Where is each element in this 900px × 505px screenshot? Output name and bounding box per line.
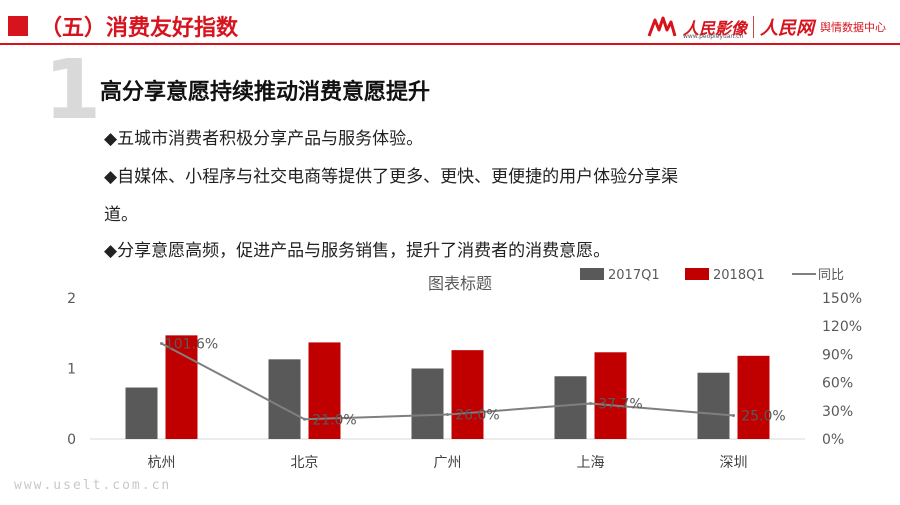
bar-2018Q1-2 (451, 350, 484, 439)
line-point-3 (589, 402, 592, 406)
line-point-0 (160, 341, 163, 345)
bullet-3: ◆分享意愿高频，促进产品与服务销售，提升了消费者的消费意愿。 (104, 241, 611, 261)
y-right-tick-5: 150% (822, 291, 862, 307)
line-label-0: 101.6% (165, 336, 218, 352)
legend-swatch-1 (685, 268, 709, 280)
bar-2018Q1-4 (737, 355, 770, 439)
section-number: 1 (44, 43, 102, 138)
x-tick-4: 深圳 (720, 455, 748, 471)
brand2-text: 人民网 (760, 18, 814, 39)
watermark: www.uselt.com.cn (14, 478, 172, 493)
line-point-4 (732, 414, 735, 417)
x-tick-1: 北京 (291, 455, 319, 471)
bar-2018Q1-0 (165, 335, 198, 439)
people-image-logo-icon (647, 16, 677, 37)
x-tick-3: 上海 (577, 455, 605, 471)
y-right-tick-4: 120% (822, 319, 862, 335)
header-bar: （五）消费友好指数 人民影像 www.peopleyuan.cn 人民网 舆情数… (0, 0, 900, 48)
brand1-block: 人民影像 www.peopleyuan.cn (682, 15, 747, 40)
brand2-sub: 舆情数据中心 (820, 21, 886, 34)
bullet-1: ◆五城市消费者积极分享产品与服务体验。 (104, 129, 424, 149)
bar-2017Q1-1 (268, 359, 301, 439)
y-right-tick-1: 30% (822, 404, 853, 420)
legend-label-2: 同比 (818, 268, 844, 283)
chart-title: 图表标题 (428, 274, 492, 293)
brand1-sub: www.peopleyuan.cn (682, 33, 744, 40)
line-同比 (161, 342, 734, 421)
y-left-tick-2: 2 (67, 291, 76, 307)
line-point-2 (446, 413, 449, 417)
bar-2017Q1-0 (125, 387, 158, 439)
line-point-1 (303, 417, 306, 421)
y-right-tick-0: 0% (822, 432, 844, 448)
bar-2017Q1-4 (697, 372, 730, 439)
legend-swatch-0 (580, 268, 604, 280)
header-divider-line (0, 43, 900, 45)
y-left-tick-1: 1 (67, 362, 76, 378)
line-label-3: 37.7% (598, 397, 642, 413)
logo-divider (753, 16, 754, 38)
logo-area: 人民影像 www.peopleyuan.cn 人民网 舆情数据中心 (647, 14, 886, 40)
y-right-tick-2: 60% (822, 376, 853, 392)
bar-2017Q1-3 (554, 376, 587, 439)
legend-label-1: 2018Q1 (713, 268, 765, 283)
line-label-1: 21.0% (312, 412, 356, 428)
y-right-tick-3: 90% (822, 347, 853, 363)
bar-2017Q1-2 (411, 368, 444, 439)
header-title: （五）消费友好指数 (40, 16, 239, 41)
bullet-2: ◆自媒体、小程序与社交电商等提供了更多、更快、更便捷的用户体验分享渠 (104, 167, 679, 187)
x-tick-0: 杭州 (148, 455, 176, 471)
section-title: 高分享意愿持续推动消费意愿提升 (100, 80, 431, 105)
combo-chart: 图表标题 2017Q1 2018Q1 同比0120%30%60%90%120%150%… (67, 268, 862, 471)
bullet-2-cont: 道。 (104, 205, 138, 225)
legend-label-0: 2017Q1 (608, 268, 660, 283)
bar-2018Q1-3 (594, 352, 627, 439)
y-left-tick-0: 0 (67, 432, 76, 448)
brand1-text: 人民影像 (682, 19, 747, 38)
line-label-2: 26.0% (455, 408, 499, 424)
x-tick-2: 广州 (434, 455, 462, 471)
bar-2018Q1-1 (308, 342, 341, 439)
line-label-4: 25.0% (741, 409, 785, 425)
header-red-square (8, 16, 28, 36)
